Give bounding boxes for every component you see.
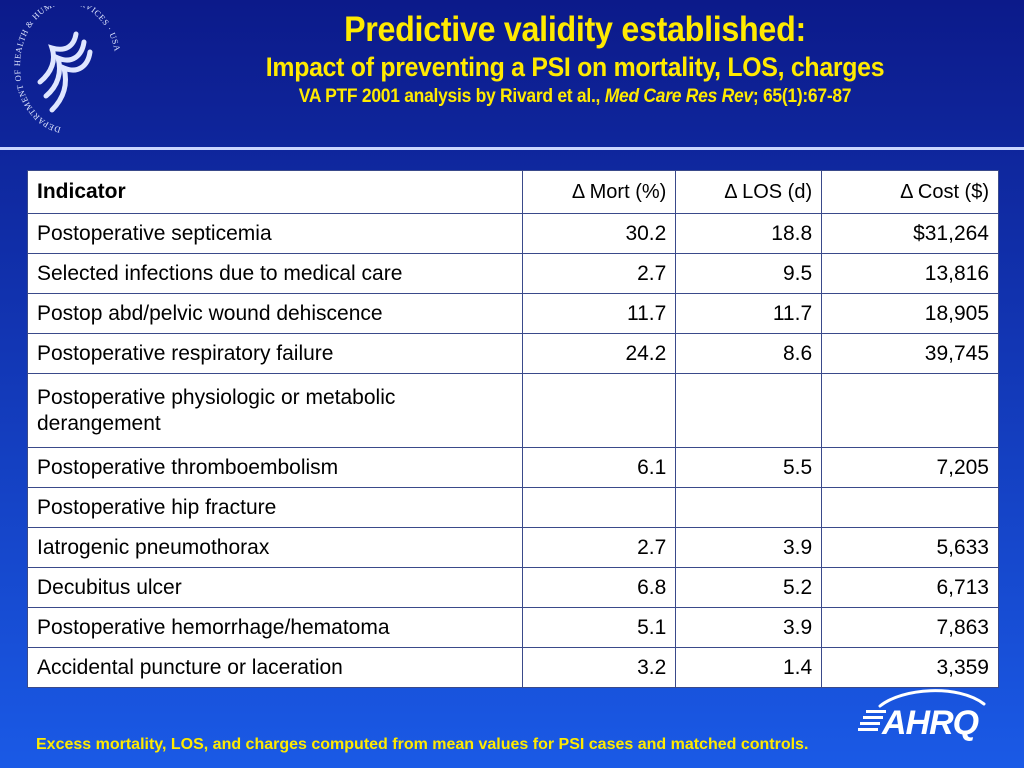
table-row: Decubitus ulcer 6.8 5.2 6,713 bbox=[27, 567, 999, 608]
citation: VA PTF 2001 analysis by Rivard et al., M… bbox=[175, 85, 975, 109]
mortality-cell: 6.8 bbox=[521, 567, 677, 608]
page-subtitle: Impact of preventing a PSI on mortality,… bbox=[265, 52, 885, 82]
indicator-cell: Selected infections due to medical care bbox=[27, 253, 523, 294]
cost-cell bbox=[821, 487, 999, 528]
citation-prefix: VA PTF 2001 analysis by Rivard et al., bbox=[298, 86, 605, 107]
table-row: Postoperative hip fracture bbox=[27, 487, 999, 528]
citation-suffix: ; 65(1):67-87 bbox=[752, 86, 852, 107]
indicator-cell: Postoperative septicemia bbox=[27, 213, 523, 254]
table-header-row: Indicator Δ Mort (%) Δ LOS (d) Δ Cost ($… bbox=[27, 170, 999, 214]
table-row: Postop abd/pelvic wound dehiscence 11.7 … bbox=[27, 293, 999, 334]
mortality-cell: 2.7 bbox=[521, 253, 677, 294]
los-cell: 3.9 bbox=[675, 607, 823, 648]
indicator-cell: Postoperative physiologic or metabolic d… bbox=[27, 373, 523, 448]
indicator-cell: Postoperative hemorrhage/hematoma bbox=[27, 607, 523, 648]
los-cell: 8.6 bbox=[675, 333, 823, 374]
indicator-cell: Decubitus ulcer bbox=[27, 567, 523, 608]
indicator-cell: Accidental puncture or laceration bbox=[27, 647, 523, 688]
los-cell: 5.5 bbox=[675, 447, 823, 488]
los-cell: 18.8 bbox=[675, 213, 823, 254]
indicator-cell: Postoperative respiratory failure bbox=[27, 333, 523, 374]
mortality-cell bbox=[521, 487, 677, 528]
table-row: Postoperative hemorrhage/hematoma 5.1 3.… bbox=[27, 607, 999, 648]
hhs-seal-logo: DEPARTMENT OF HEALTH & HUMAN SERVICES · … bbox=[12, 6, 122, 135]
los-cell: 1.4 bbox=[675, 647, 823, 688]
cost-cell: 6,713 bbox=[821, 567, 999, 608]
table-row: Accidental puncture or laceration 3.2 1.… bbox=[27, 647, 999, 688]
mortality-cell: 3.2 bbox=[521, 647, 677, 688]
los-cell: 3.9 bbox=[675, 527, 823, 568]
cost-cell: 13,816 bbox=[821, 253, 999, 294]
cost-cell: 3,359 bbox=[821, 647, 999, 688]
table-row: Postoperative respiratory failure 24.2 8… bbox=[27, 333, 999, 374]
footnote: Excess mortality, LOS, and charges compu… bbox=[36, 736, 809, 753]
mortality-cell: 11.7 bbox=[521, 293, 677, 334]
mortality-cell: 2.7 bbox=[521, 527, 677, 568]
cost-cell: 39,745 bbox=[821, 333, 999, 374]
indicator-cell: Postoperative thromboembolism bbox=[27, 447, 523, 488]
title-block: Predictive validity established: Impact … bbox=[140, 10, 1010, 109]
column-header-cost: Δ Cost ($) bbox=[821, 170, 999, 214]
ahrq-logo: AHRQ bbox=[858, 689, 986, 742]
citation-journal: Med Care Res Rev bbox=[604, 86, 753, 107]
table-row: Iatrogenic pneumothorax 2.7 3.9 5,633 bbox=[27, 527, 999, 568]
svg-text:AHRQ: AHRQ bbox=[881, 704, 979, 742]
mortality-cell: 5.1 bbox=[521, 607, 677, 648]
cost-cell: 7,205 bbox=[821, 447, 999, 488]
mortality-cell: 24.2 bbox=[521, 333, 677, 374]
los-cell bbox=[675, 373, 823, 448]
column-header-los: Δ LOS (d) bbox=[675, 170, 823, 214]
cost-cell: 18,905 bbox=[821, 293, 999, 334]
cost-cell: $31,264 bbox=[821, 213, 999, 254]
table-row: Postoperative thromboembolism 6.1 5.5 7,… bbox=[27, 447, 999, 488]
header-divider bbox=[0, 147, 1024, 150]
table-row: Postoperative septicemia 30.2 18.8 $31,2… bbox=[27, 213, 999, 254]
indicator-cell: Postoperative hip fracture bbox=[27, 487, 523, 528]
los-cell bbox=[675, 487, 823, 528]
psi-impact-table: Indicator Δ Mort (%) Δ LOS (d) Δ Cost ($… bbox=[27, 170, 999, 688]
column-header-indicator: Indicator bbox=[27, 170, 523, 214]
mortality-cell: 6.1 bbox=[521, 447, 677, 488]
mortality-cell: 30.2 bbox=[521, 213, 677, 254]
page-title: Predictive validity established: bbox=[344, 10, 806, 49]
cost-cell: 7,863 bbox=[821, 607, 999, 648]
column-header-mortality: Δ Mort (%) bbox=[521, 170, 677, 214]
cost-cell: 5,633 bbox=[821, 527, 999, 568]
table-row: Postoperative physiologic or metabolic d… bbox=[27, 373, 999, 448]
cost-cell bbox=[821, 373, 999, 448]
indicator-cell: Postop abd/pelvic wound dehiscence bbox=[27, 293, 523, 334]
mortality-cell bbox=[521, 373, 677, 448]
los-cell: 9.5 bbox=[675, 253, 823, 294]
los-cell: 5.2 bbox=[675, 567, 823, 608]
indicator-cell: Iatrogenic pneumothorax bbox=[27, 527, 523, 568]
los-cell: 11.7 bbox=[675, 293, 823, 334]
table-row: Selected infections due to medical care … bbox=[27, 253, 999, 294]
